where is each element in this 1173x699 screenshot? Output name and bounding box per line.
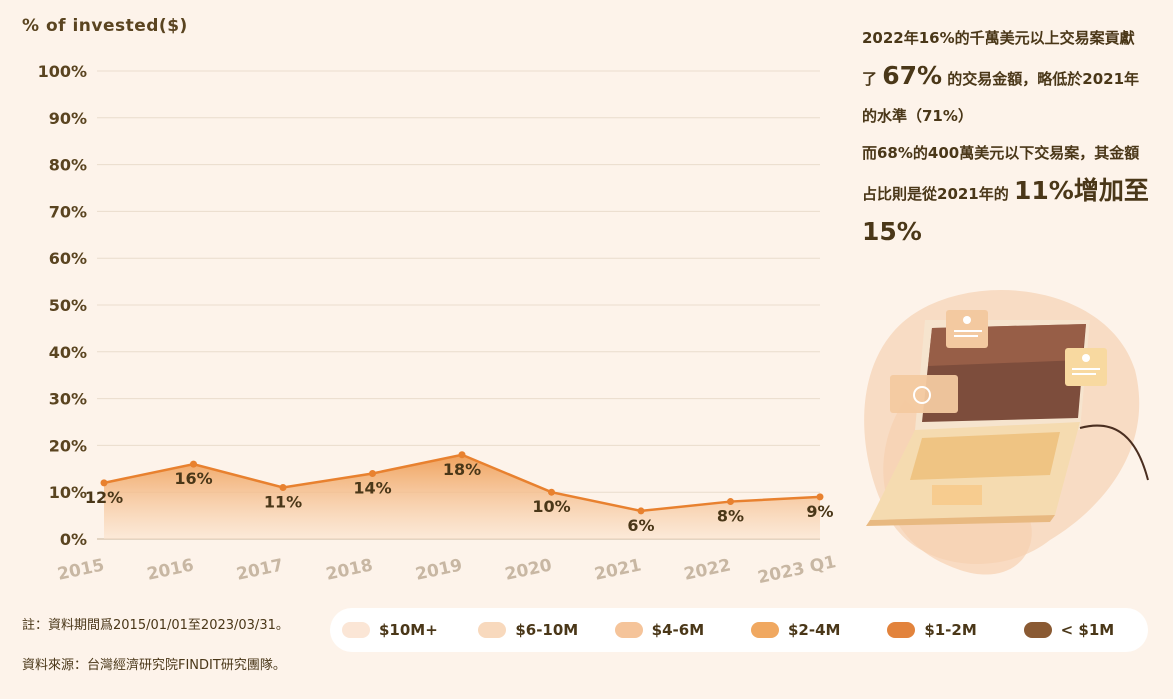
legend-label: < $1M <box>1060 621 1115 639</box>
y-tick-labels: 0% 10% 20% 30% 40% 50% 60% 70% 80% 90% 100% <box>38 62 87 549</box>
legend-item-4-6m: $4-6M <box>603 621 739 639</box>
x-tick-label: 2015 <box>56 555 106 584</box>
data-points <box>100 451 824 515</box>
legend-swatch <box>614 622 643 638</box>
x-tick-label: 2018 <box>324 555 374 584</box>
legend-swatch <box>1023 622 1052 638</box>
data-point <box>458 451 466 459</box>
x-tick-label: 2021 <box>593 555 643 584</box>
y-tick-label: 30% <box>49 390 87 409</box>
insight-highlight-67: 67% <box>882 61 943 90</box>
insight-line-2-suffix: 的交易金額，略低於2021年 <box>942 70 1140 88</box>
legend-item-under-1m: < $1M <box>1012 621 1148 639</box>
data-label: 14% <box>353 478 391 497</box>
data-point <box>100 479 108 487</box>
data-point <box>816 493 824 501</box>
data-label: 8% <box>717 507 744 526</box>
data-point <box>637 507 645 515</box>
legend-label: $10M+ <box>379 621 438 639</box>
legend-swatch <box>750 622 779 638</box>
legend-item-10m-plus: $10M+ <box>330 621 466 639</box>
legend-label: $4-6M <box>651 621 705 639</box>
source-note: 資料來源：台灣經濟研究院FINDIT研究團隊。 <box>22 658 286 673</box>
y-tick-label: 20% <box>49 436 87 455</box>
insight-line-6: 15% <box>862 217 922 246</box>
data-point <box>548 488 555 496</box>
legend-label: $6-10M <box>515 621 579 639</box>
x-tick-label: 2016 <box>145 555 195 584</box>
legend-label: $2-4M <box>787 621 841 639</box>
y-axis-unit-label: % of invested($) <box>22 16 188 36</box>
x-tick-label: 2019 <box>414 555 464 584</box>
period-note: 註：資料期間爲2015/01/01至2023/03/31。 <box>22 618 289 633</box>
insight-line-1: 2022年16%的千萬美元以上交易案貢獻 <box>862 29 1135 47</box>
legend-item-6-10m: $6-10M <box>466 621 602 639</box>
x-tick-label: 2020 <box>503 555 554 584</box>
y-tick-label: 90% <box>49 109 87 128</box>
legend-item-1-2m: $1-2M <box>875 621 1011 639</box>
data-label: 9% <box>806 502 833 521</box>
insight-line-5-prefix: 占比則是從2021年的 <box>862 185 1014 203</box>
area-fill <box>104 454 820 539</box>
legend-item-2-4m: $2-4M <box>739 621 875 639</box>
data-point <box>369 469 376 477</box>
insight-line-3: 的水準（71%） <box>862 107 973 125</box>
data-label: 10% <box>532 497 570 516</box>
insight-highlight-11: 11%增加至 <box>1013 176 1149 205</box>
insight-line-2-prefix: 了 <box>862 70 883 88</box>
data-point <box>190 460 197 468</box>
x-tick-labels: 2015 2016 2017 2018 2019 2020 2021 2022 2023 Q1 <box>56 552 838 588</box>
data-label: 16% <box>174 469 212 488</box>
y-tick-label: 70% <box>49 202 87 221</box>
y-tick-label: 100% <box>38 62 87 81</box>
legend-swatch <box>342 622 370 638</box>
data-label: 12% <box>85 488 123 507</box>
legend-swatch <box>887 622 916 638</box>
legend-swatch <box>478 622 507 638</box>
insight-line-2: 了 67% 的交易金額，略低於2021年 <box>862 57 1162 98</box>
x-tick-label: 2017 <box>235 555 285 584</box>
y-tick-label: 50% <box>49 296 87 315</box>
insight-line-4: 而68%的400萬美元以下交易案，其金額 <box>862 144 1140 162</box>
data-label: 18% <box>443 460 481 479</box>
insight-text: 2022年16%的千萬美元以上交易案貢獻 了 67% 的交易金額，略低於2021… <box>862 20 1162 250</box>
laptop-illustration-icon <box>864 290 1149 575</box>
legend: $10M+ $6-10M $4-6M $2-4M $1-2M < $1M <box>330 608 1148 652</box>
data-point <box>727 498 734 506</box>
x-tick-label: 2022 <box>682 555 732 584</box>
data-label: 11% <box>264 493 302 512</box>
data-label: 6% <box>627 516 654 535</box>
data-point <box>279 484 287 492</box>
y-tick-label: 40% <box>49 343 87 362</box>
insight-line-5: 占比則是從2021年的 11%增加至 <box>862 172 1162 213</box>
legend-label: $1-2M <box>924 621 977 639</box>
y-tick-label: 10% <box>49 483 87 502</box>
x-tick-label: 2023 Q1 <box>756 552 838 588</box>
y-tick-label: 0% <box>60 530 87 549</box>
data-labels: 12% 16% 11% 14% 18% 10% 6% 8% 9% <box>85 460 834 535</box>
y-tick-label: 80% <box>49 156 87 175</box>
y-tick-label: 60% <box>49 249 87 268</box>
